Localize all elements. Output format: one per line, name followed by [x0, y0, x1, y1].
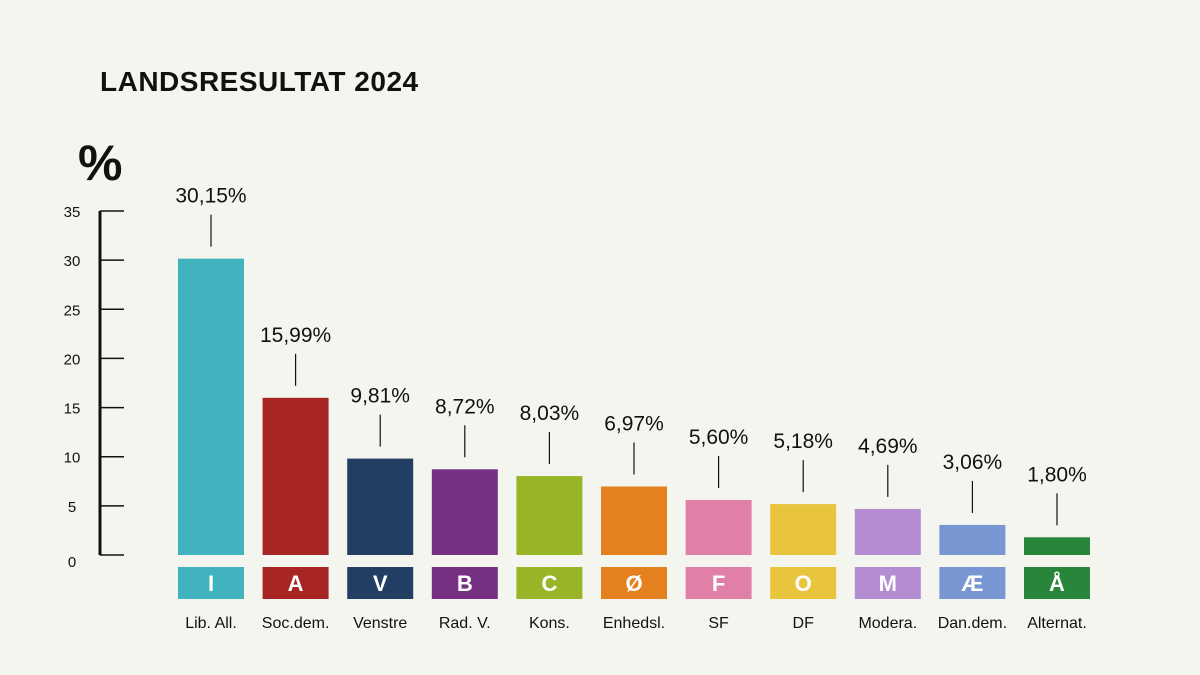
data-label: 1,80%: [1027, 463, 1087, 486]
bar: [347, 458, 414, 555]
data-label: 8,03%: [520, 402, 580, 425]
x-tick-label: Enhedsl.: [603, 615, 665, 632]
x-tick-label: Kons.: [529, 615, 570, 632]
party-letter: M: [879, 571, 897, 596]
bar: [431, 469, 498, 555]
x-tick-label: Soc.dem.: [262, 615, 330, 632]
data-label: 30,15%: [175, 185, 246, 208]
party-letter: Ø: [625, 571, 642, 596]
party-letter: Å: [1049, 570, 1065, 596]
party-letter: V: [373, 571, 388, 596]
bar: [685, 499, 752, 555]
y-tick-label: 10: [64, 450, 81, 467]
party-letter-box: [431, 567, 498, 599]
party-letter: C: [541, 571, 557, 596]
data-label: 4,69%: [858, 435, 918, 458]
x-tick-label: Alternat.: [1027, 615, 1087, 632]
party-letter-box: [347, 567, 414, 599]
party-letter: I: [208, 571, 214, 596]
chart-title: LANDSRESULTAT 2024: [100, 66, 419, 97]
party-letter-box: [939, 567, 1006, 599]
data-label: 15,99%: [260, 324, 331, 347]
bar: [1024, 537, 1090, 555]
data-label: 3,06%: [943, 451, 1003, 474]
party-letter: B: [457, 571, 473, 596]
data-label: 8,72%: [435, 395, 495, 418]
bar: [516, 476, 583, 555]
party-letter: O: [795, 571, 812, 596]
y-axis-unit-label: %: [78, 135, 123, 191]
x-tick-label: Dan.dem.: [938, 615, 1007, 632]
party-letter: F: [712, 571, 725, 596]
party-letter-box: [685, 567, 752, 599]
x-tick-label: Rad. V.: [439, 615, 491, 632]
x-tick-label: Venstre: [353, 615, 407, 632]
data-label: 5,60%: [689, 426, 749, 449]
data-label: 9,81%: [350, 385, 410, 408]
bar: [854, 508, 921, 555]
party-letter-box: [516, 567, 583, 599]
bar: [601, 486, 667, 555]
party-letter-box: [178, 567, 244, 599]
y-tick-label: 35: [64, 204, 81, 221]
data-label: 5,18%: [773, 430, 833, 453]
party-letter-box: [262, 567, 329, 599]
party-letter-box: [854, 567, 921, 599]
party-letter: A: [288, 571, 304, 596]
y-tick-label: 20: [64, 351, 81, 368]
party-letter-box: [1024, 567, 1090, 599]
y-tick-label: 15: [64, 401, 81, 418]
y-tick-label: 0: [68, 554, 76, 571]
y-tick-label: 25: [64, 302, 81, 319]
data-label: 6,97%: [604, 412, 664, 435]
x-tick-label: Lib. All.: [185, 615, 237, 632]
party-letter-box: [770, 567, 837, 599]
y-tick-label: 30: [64, 253, 81, 270]
party-letter: Æ: [961, 571, 983, 596]
bar: [178, 258, 244, 555]
party-letter-box: [601, 567, 667, 599]
x-tick-label: DF: [793, 615, 815, 632]
bar: [262, 397, 329, 555]
bar: [939, 524, 1006, 555]
x-tick-label: Modera.: [858, 615, 917, 632]
x-tick-label: SF: [708, 615, 729, 632]
bar: [770, 504, 837, 555]
y-tick-label: 5: [68, 499, 76, 516]
